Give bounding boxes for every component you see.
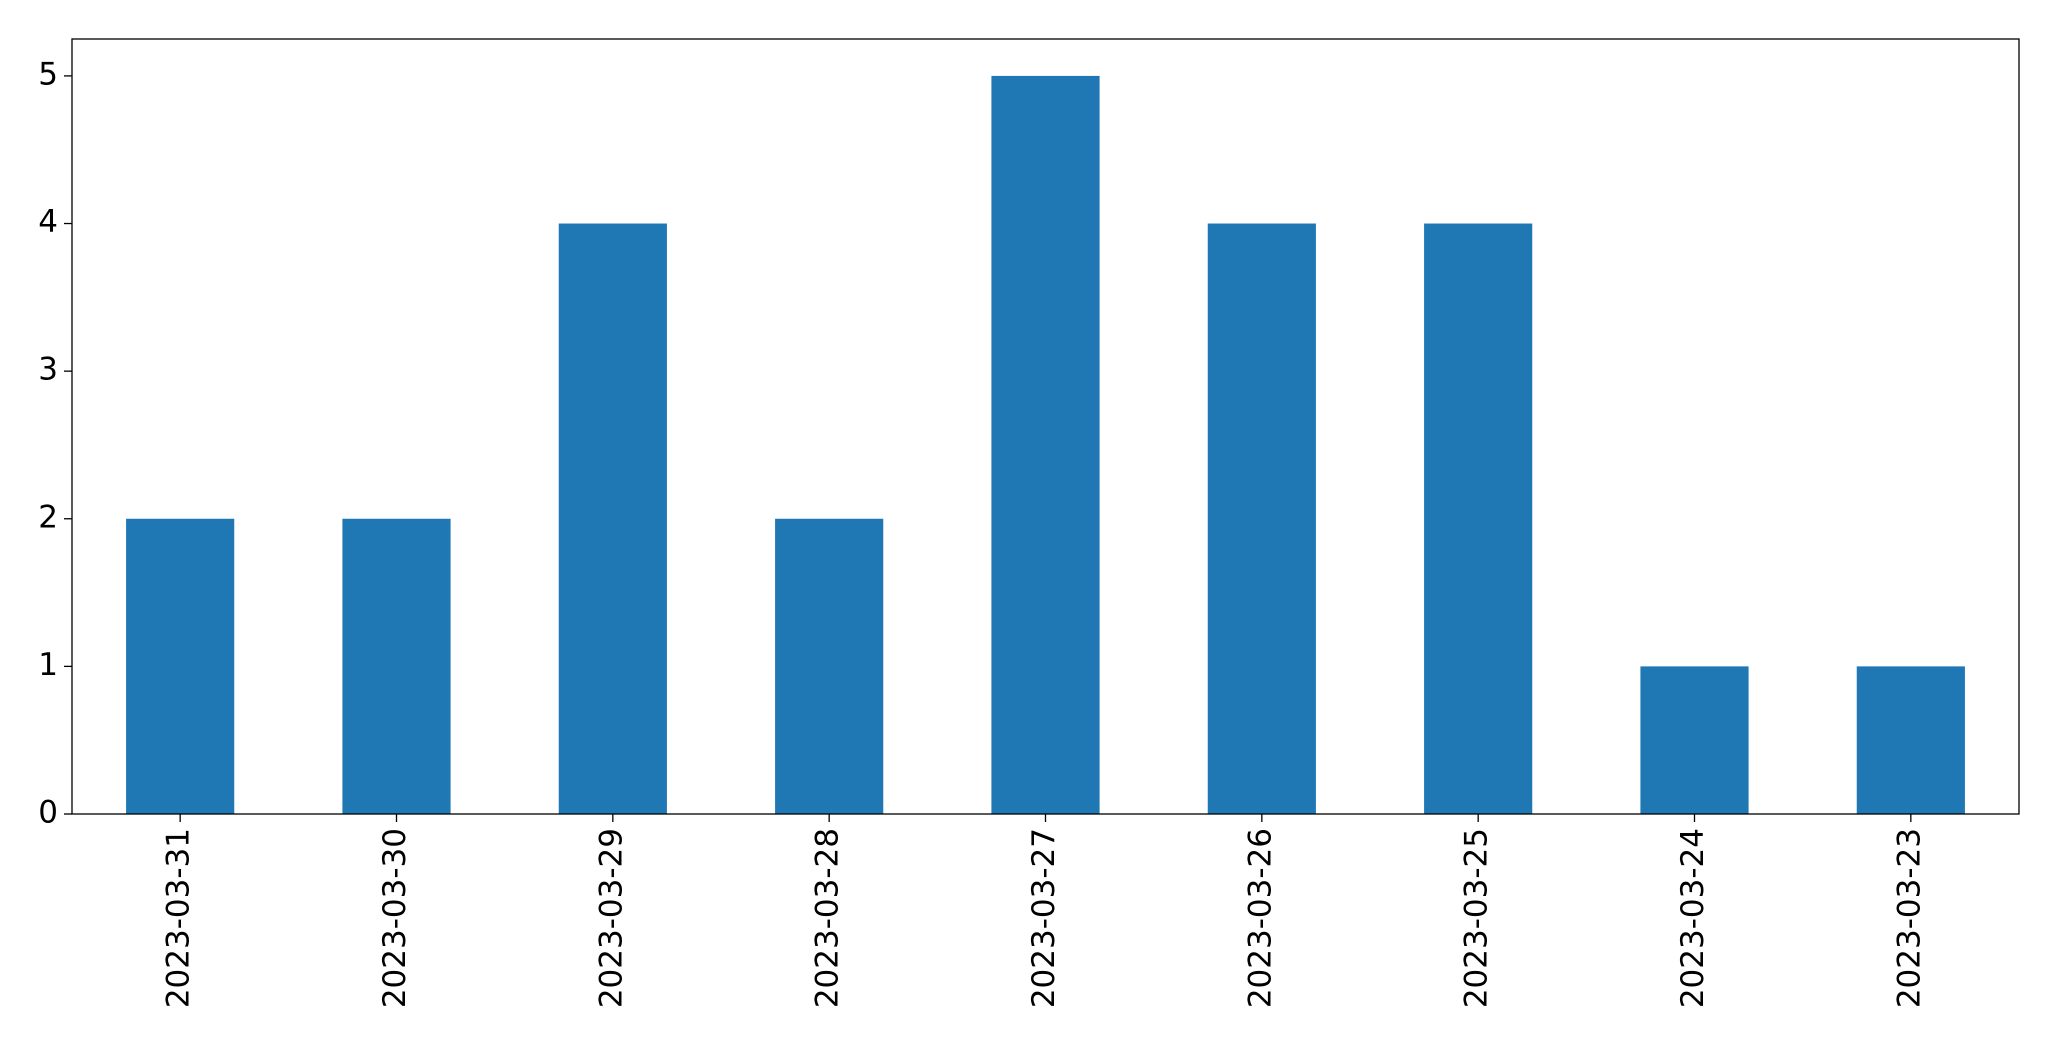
y-tick-label: 1: [38, 647, 58, 683]
y-tick-label: 3: [38, 352, 58, 388]
x-tick-label: 2023-03-27: [1026, 828, 1062, 1008]
y-tick-label: 2: [38, 499, 58, 535]
x-tick-label: 2023-03-26: [1242, 828, 1278, 1008]
x-tick-label: 2023-03-25: [1459, 828, 1495, 1008]
y-tick-label: 5: [38, 56, 58, 92]
y-tick-label: 4: [38, 204, 58, 240]
bar: [342, 518, 451, 814]
x-tick-label: 2023-03-28: [810, 828, 846, 1008]
plot-frame: [71, 38, 2020, 815]
bar: [991, 75, 1100, 814]
x-tick-label: 2023-03-24: [1675, 828, 1711, 1008]
bar: [1640, 666, 1749, 814]
bar: [558, 223, 667, 814]
bar: [1856, 666, 1965, 814]
bar: [1424, 223, 1533, 814]
bar: [775, 518, 884, 814]
x-tick-label: 2023-03-30: [377, 828, 413, 1008]
bar: [126, 518, 235, 814]
x-tick-label: 2023-03-29: [593, 828, 629, 1008]
y-tick-label: 0: [38, 795, 58, 831]
bar: [1207, 223, 1316, 814]
x-tick-label: 2023-03-31: [161, 828, 197, 1008]
x-tick-label: 2023-03-23: [1891, 828, 1927, 1008]
